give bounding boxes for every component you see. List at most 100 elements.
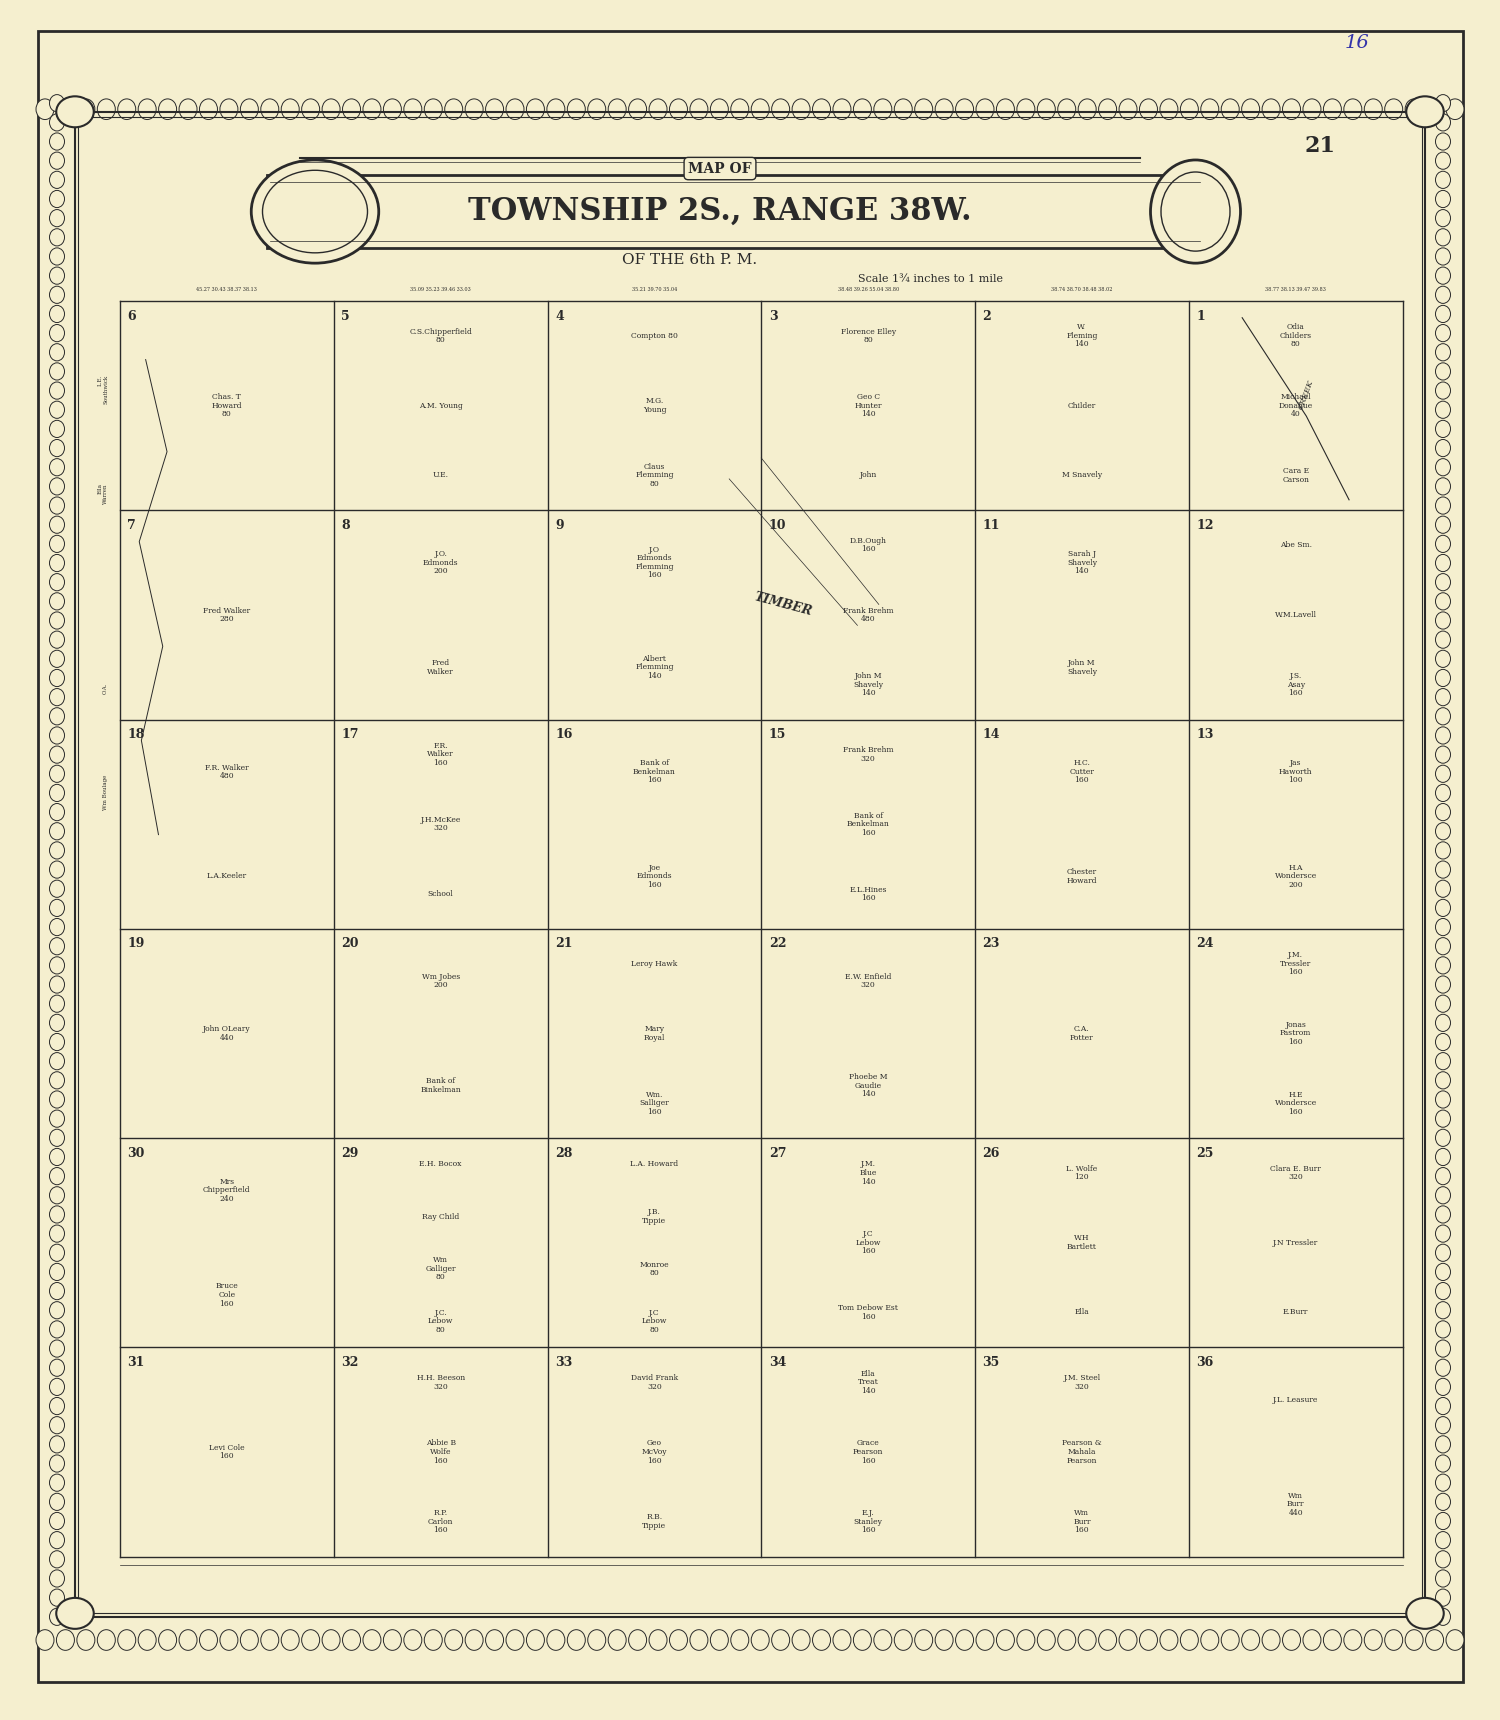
Ellipse shape — [384, 1631, 402, 1651]
Text: H.C.
Cutter
160: H.C. Cutter 160 — [1070, 759, 1095, 784]
Ellipse shape — [1436, 132, 1450, 150]
Text: Ella
Treat
140: Ella Treat 140 — [858, 1369, 879, 1395]
Text: 5: 5 — [342, 310, 350, 323]
Ellipse shape — [1098, 1631, 1116, 1651]
Ellipse shape — [1436, 937, 1450, 955]
Ellipse shape — [1436, 516, 1450, 533]
Ellipse shape — [50, 325, 64, 342]
Text: Scale 1¾ inches to 1 mile: Scale 1¾ inches to 1 mile — [858, 273, 1002, 284]
Ellipse shape — [50, 631, 64, 648]
Text: 24: 24 — [1197, 937, 1214, 951]
Text: R.B.
Tippie: R.B. Tippie — [642, 1514, 666, 1531]
Text: TOWNSHIP 2S., RANGE 38W.: TOWNSHIP 2S., RANGE 38W. — [468, 196, 972, 227]
Text: J.O
Edmonds
Flemming
160: J.O Edmonds Flemming 160 — [634, 545, 674, 580]
Ellipse shape — [833, 100, 850, 120]
Ellipse shape — [1436, 459, 1450, 476]
Text: H.A
Wondersce
200: H.A Wondersce 200 — [1275, 863, 1317, 889]
Ellipse shape — [486, 1631, 504, 1651]
Ellipse shape — [1436, 1474, 1450, 1491]
Ellipse shape — [50, 1090, 64, 1108]
Ellipse shape — [50, 1225, 64, 1242]
Bar — [78, 117, 1422, 1613]
Ellipse shape — [50, 1474, 64, 1491]
Ellipse shape — [50, 1397, 64, 1414]
Text: Fred
Walker: Fred Walker — [427, 659, 454, 676]
Ellipse shape — [588, 100, 606, 120]
Ellipse shape — [669, 1631, 687, 1651]
Ellipse shape — [76, 1631, 94, 1651]
Ellipse shape — [853, 100, 871, 120]
Text: J.C.
Lebow
80: J.C. Lebow 80 — [427, 1309, 453, 1333]
Ellipse shape — [50, 535, 64, 552]
Ellipse shape — [1407, 1598, 1443, 1629]
Text: 30: 30 — [128, 1147, 146, 1159]
Ellipse shape — [159, 1631, 177, 1651]
Ellipse shape — [1436, 803, 1450, 820]
Ellipse shape — [1446, 100, 1464, 120]
Ellipse shape — [976, 1631, 994, 1651]
Text: 20: 20 — [342, 937, 358, 951]
Ellipse shape — [50, 669, 64, 686]
Ellipse shape — [1407, 96, 1443, 127]
Text: Geo C
Hunter
140: Geo C Hunter 140 — [855, 394, 882, 418]
Ellipse shape — [874, 100, 892, 120]
Ellipse shape — [1038, 1631, 1056, 1651]
Ellipse shape — [1262, 1631, 1280, 1651]
Ellipse shape — [178, 100, 196, 120]
Ellipse shape — [1140, 1631, 1158, 1651]
Text: Compton 80: Compton 80 — [632, 332, 678, 341]
Text: 1: 1 — [1197, 310, 1204, 323]
Text: Wm
Burr
440: Wm Burr 440 — [1287, 1491, 1305, 1517]
Text: M Snavely: M Snavely — [1062, 471, 1102, 480]
Ellipse shape — [1078, 1631, 1096, 1651]
Bar — [75, 112, 1425, 1617]
Ellipse shape — [465, 100, 483, 120]
Ellipse shape — [1436, 1283, 1450, 1300]
Ellipse shape — [50, 822, 64, 839]
Ellipse shape — [36, 100, 54, 120]
Ellipse shape — [342, 100, 360, 120]
Ellipse shape — [628, 1631, 646, 1651]
Ellipse shape — [50, 1359, 64, 1376]
Text: O.A.: O.A. — [104, 683, 108, 693]
Ellipse shape — [50, 478, 64, 495]
Text: Fred Walker
280: Fred Walker 280 — [204, 607, 251, 623]
Ellipse shape — [1384, 100, 1402, 120]
Ellipse shape — [50, 728, 64, 745]
Ellipse shape — [322, 1631, 340, 1651]
Ellipse shape — [50, 191, 64, 208]
Ellipse shape — [57, 100, 75, 120]
Ellipse shape — [240, 100, 258, 120]
Ellipse shape — [50, 248, 64, 265]
Ellipse shape — [117, 100, 135, 120]
Text: Leroy Hawk: Leroy Hawk — [632, 960, 678, 968]
Text: Wm Jobes
200: Wm Jobes 200 — [422, 974, 460, 989]
Text: 3: 3 — [770, 310, 777, 323]
Ellipse shape — [50, 746, 64, 764]
Ellipse shape — [1436, 325, 1450, 342]
Text: E.L.Hines
160: E.L.Hines 160 — [849, 886, 886, 903]
Ellipse shape — [1323, 100, 1341, 120]
Ellipse shape — [50, 996, 64, 1013]
Ellipse shape — [1436, 535, 1450, 552]
Text: 38.77 38.13 39.47 39.83: 38.77 38.13 39.47 39.83 — [1264, 287, 1326, 292]
Text: J.C
Lebow
160: J.C Lebow 160 — [855, 1230, 880, 1256]
Text: L.A.Keeler: L.A.Keeler — [207, 872, 248, 881]
Ellipse shape — [76, 100, 94, 120]
Ellipse shape — [771, 1631, 789, 1651]
Text: 35.21 39.70 35.04: 35.21 39.70 35.04 — [632, 287, 676, 292]
Ellipse shape — [771, 100, 789, 120]
Ellipse shape — [1436, 1244, 1450, 1261]
Text: 22: 22 — [770, 937, 786, 951]
Ellipse shape — [50, 95, 64, 112]
Ellipse shape — [1436, 1397, 1450, 1414]
Ellipse shape — [50, 114, 64, 131]
Ellipse shape — [1436, 1589, 1450, 1606]
Ellipse shape — [50, 1206, 64, 1223]
Ellipse shape — [178, 1631, 196, 1651]
Ellipse shape — [1436, 1225, 1450, 1242]
Ellipse shape — [608, 100, 625, 120]
Ellipse shape — [526, 1631, 544, 1651]
Ellipse shape — [1436, 554, 1450, 571]
Text: 15: 15 — [770, 728, 786, 741]
